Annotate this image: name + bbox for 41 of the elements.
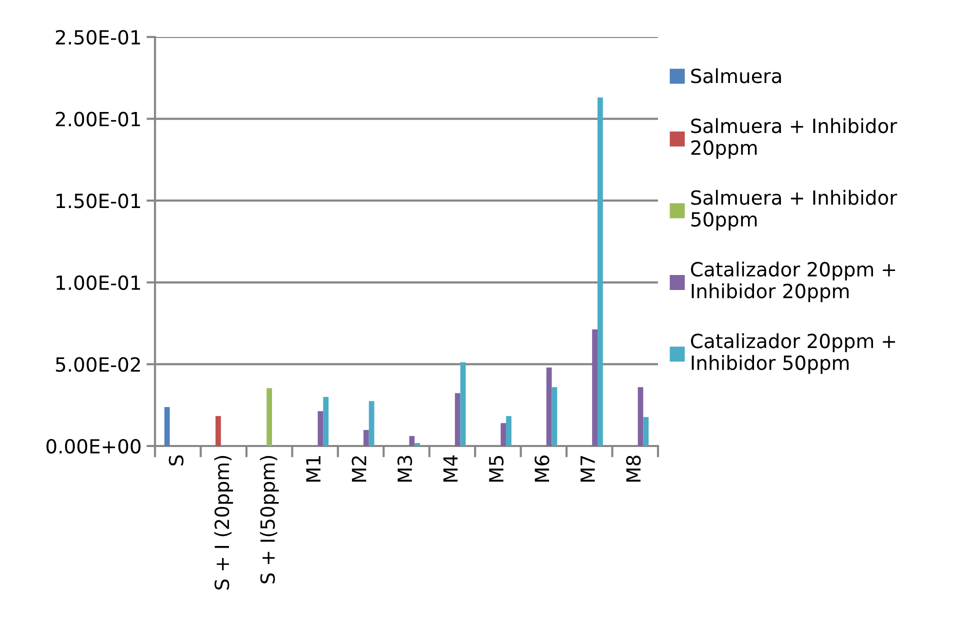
y-tick-label: 1.50E-01 bbox=[56, 194, 140, 208]
bar bbox=[598, 98, 603, 446]
bar bbox=[318, 411, 324, 446]
x-tick-label: S + I (20ppm) bbox=[214, 456, 233, 590]
y-tick-label: 2.50E-01 bbox=[56, 30, 140, 45]
bar bbox=[460, 362, 466, 446]
bar bbox=[552, 387, 558, 446]
x-tick-label: M7 bbox=[580, 456, 595, 482]
bar bbox=[638, 387, 644, 446]
bar bbox=[368, 401, 374, 446]
bar bbox=[323, 396, 329, 446]
x-tick-label: M3 bbox=[397, 456, 412, 482]
bar bbox=[164, 407, 170, 446]
bar bbox=[592, 329, 598, 446]
bar bbox=[409, 436, 415, 446]
x-tick-label: M8 bbox=[626, 456, 641, 482]
x-tick-label: S + I(50ppm) bbox=[260, 456, 279, 584]
legend-label: Salmuera + Inhibidor 50ppm bbox=[691, 190, 898, 230]
x-tick-label: M1 bbox=[306, 456, 320, 482]
y-tick-label: 5.00E-02 bbox=[56, 357, 140, 372]
x-tick-label: M2 bbox=[352, 456, 366, 482]
legend-label: Catalizador 20ppm + Inhibidor 20ppm bbox=[691, 262, 896, 302]
y-tick-label: 0.00E+00 bbox=[46, 438, 141, 454]
x-tick-label: S bbox=[168, 455, 184, 466]
bar bbox=[546, 367, 552, 446]
bar bbox=[414, 443, 420, 446]
bar bbox=[454, 393, 460, 446]
legend-label: Salmuera bbox=[691, 68, 781, 84]
x-tick-label: M4 bbox=[443, 455, 458, 482]
bar bbox=[500, 423, 506, 446]
y-tick-label: 2.00E-01 bbox=[56, 112, 140, 126]
bar bbox=[363, 430, 369, 446]
bar bbox=[643, 417, 649, 446]
legend-label: Catalizador 20ppm + Inhibidor 50ppm bbox=[691, 333, 896, 374]
legend-label: Salmuera + Inhibidor 20ppm bbox=[691, 118, 898, 159]
x-tick-label: M6 bbox=[534, 456, 550, 482]
x-tick-label: M5 bbox=[489, 456, 504, 482]
bar bbox=[506, 416, 512, 446]
y-tick-label: 1.00E-01 bbox=[56, 275, 140, 290]
bar bbox=[215, 416, 221, 446]
bar bbox=[266, 388, 272, 446]
